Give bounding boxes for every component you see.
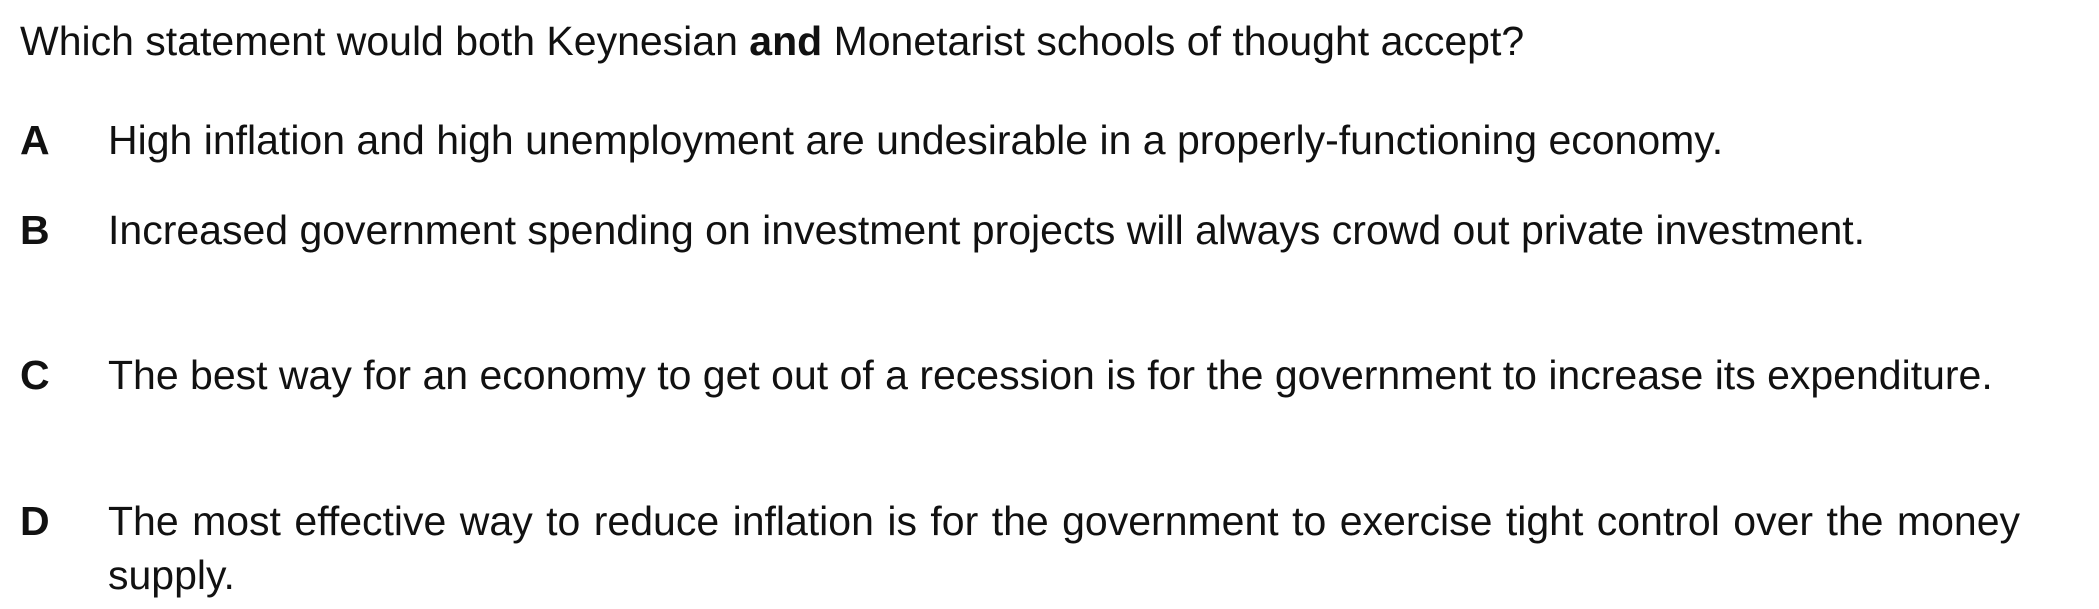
option-letter: D — [20, 498, 50, 544]
option-text: High inflation and high unemployment are… — [108, 117, 1724, 163]
question-stem: Which statement would both Keynesian and… — [20, 14, 1524, 68]
option-letter: C — [20, 352, 50, 398]
option-letter: B — [20, 207, 50, 253]
question-text-end: Monetarist schools of thought accept? — [822, 18, 1525, 64]
question-emphasis: and — [749, 18, 823, 64]
option-text: The best way for an economy to get out o… — [108, 352, 1993, 398]
question-text-start: Which statement would both Keynesian — [20, 18, 750, 64]
option-text: Increased government spending on investm… — [108, 207, 1866, 253]
option-letter: A — [20, 117, 50, 163]
option-text: The most effective way to reduce inflati… — [108, 498, 2020, 598]
